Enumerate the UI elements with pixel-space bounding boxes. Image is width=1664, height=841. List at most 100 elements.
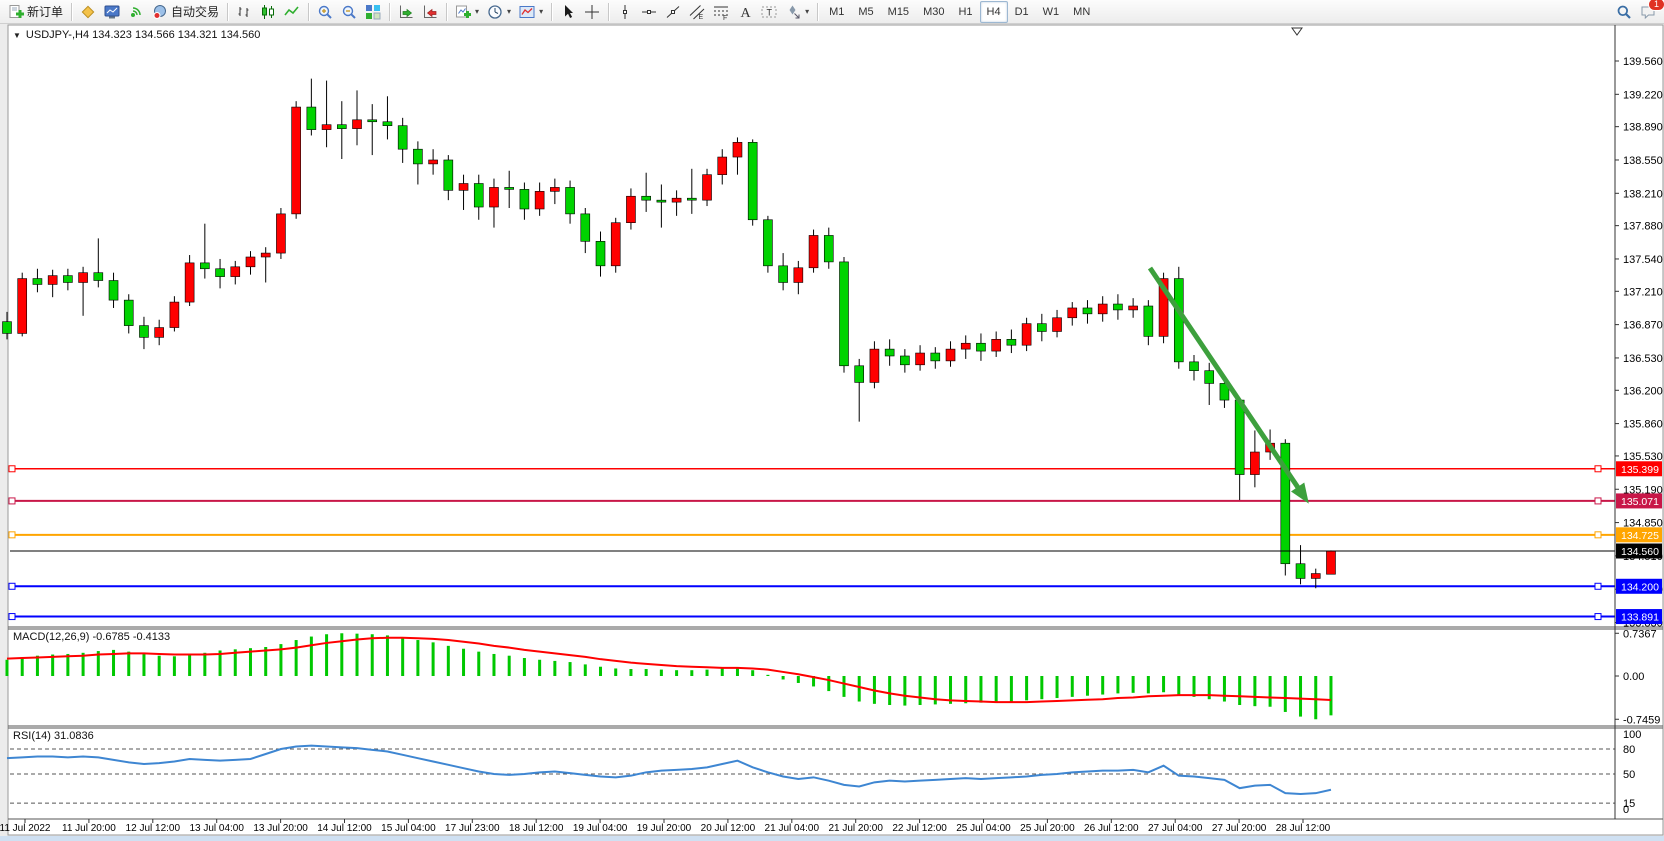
time-axis[interactable]: 11 Jul 2022 11 Jul 20:00 12 Jul 12:00 13 Ju… bbox=[0, 819, 1331, 834]
crosshair-button[interactable] bbox=[580, 1, 604, 23]
zoom-out-button[interactable] bbox=[337, 1, 361, 23]
cursor-icon bbox=[560, 4, 576, 20]
timeframe-mn-button[interactable]: MN bbox=[1073, 5, 1091, 18]
svg-text:11 Jul 2022: 11 Jul 2022 bbox=[0, 823, 51, 834]
notifications-button[interactable]: 1 bbox=[1636, 0, 1664, 23]
svg-text:21 Jul 04:00: 21 Jul 04:00 bbox=[765, 823, 820, 834]
gold-button[interactable] bbox=[76, 1, 100, 23]
price-badge: 135.071 bbox=[1616, 493, 1662, 509]
timeframe-w1-button[interactable]: W1 bbox=[1042, 5, 1060, 18]
autoscroll-icon bbox=[398, 4, 414, 20]
svg-text:18 Jul 12:00: 18 Jul 12:00 bbox=[509, 823, 564, 834]
horizontal-line-object[interactable] bbox=[8, 582, 1615, 590]
gold-icon bbox=[80, 4, 96, 20]
toolbar-separator bbox=[817, 2, 819, 21]
svg-text:26 Jul 12:00: 26 Jul 12:00 bbox=[1084, 823, 1139, 834]
toolbar-separator bbox=[308, 2, 310, 21]
candle-chart-type-button[interactable] bbox=[256, 1, 280, 23]
svg-text:E: E bbox=[699, 14, 704, 20]
svg-text:134.725: 134.725 bbox=[1621, 530, 1659, 542]
rsi-indicator-label: RSI(14) 31.0836 bbox=[13, 730, 94, 742]
chart-shift-marker-icon[interactable] bbox=[1291, 27, 1303, 36]
svg-text:134.560: 134.560 bbox=[1621, 546, 1659, 558]
channel-button[interactable]: E bbox=[685, 1, 709, 23]
svg-text:22 Jul 12:00: 22 Jul 12:00 bbox=[892, 823, 947, 834]
svg-text:13 Jul 20:00: 13 Jul 20:00 bbox=[253, 823, 308, 834]
chart-title: ▼ USDJPY-,H4 134.323 134.566 134.321 134.… bbox=[13, 29, 261, 41]
tile-icon bbox=[365, 4, 381, 20]
timeframe-m5-button[interactable]: M5 bbox=[858, 5, 874, 18]
svg-text:0.7367: 0.7367 bbox=[1623, 628, 1657, 640]
toolbar-separator bbox=[389, 2, 391, 21]
cursor-button[interactable] bbox=[556, 1, 580, 23]
svg-text:136.200: 136.200 bbox=[1623, 385, 1663, 397]
fibonacci-button[interactable]: F bbox=[709, 1, 733, 23]
timeframe-h4-button[interactable]: H4 bbox=[979, 0, 1008, 23]
search-button[interactable] bbox=[1612, 1, 1636, 23]
hline-icon bbox=[641, 4, 657, 20]
svg-text:19 Jul 04:00: 19 Jul 04:00 bbox=[573, 823, 628, 834]
svg-text:27 Jul 20:00: 27 Jul 20:00 bbox=[1212, 823, 1267, 834]
new-chart-button[interactable]: ▾ bbox=[451, 1, 483, 23]
svg-text:14 Jul 12:00: 14 Jul 12:00 bbox=[317, 823, 372, 834]
auto-scroll-button[interactable] bbox=[394, 1, 418, 23]
horizontal-line-button[interactable] bbox=[637, 1, 661, 23]
timeframe-m1-button[interactable]: M1 bbox=[829, 5, 845, 18]
horizontal-line-object[interactable] bbox=[8, 531, 1615, 539]
svg-text:136.870: 136.870 bbox=[1623, 320, 1663, 332]
svg-text:135.071: 135.071 bbox=[1621, 496, 1659, 508]
text-label-button[interactable]: T bbox=[757, 1, 781, 23]
svg-text:137.880: 137.880 bbox=[1623, 221, 1663, 233]
svg-text:15 Jul 04:00: 15 Jul 04:00 bbox=[381, 823, 436, 834]
svg-text:19 Jul 20:00: 19 Jul 20:00 bbox=[637, 823, 692, 834]
horizontal-line-object[interactable] bbox=[8, 613, 1615, 621]
bar-chart-type-button[interactable] bbox=[232, 1, 256, 23]
new-order-button[interactable]: 新订单 bbox=[4, 1, 67, 23]
macd-pane: 0.7367 0.00 -0.7459 bbox=[5, 628, 1660, 726]
svg-text:25 Jul 04:00: 25 Jul 04:00 bbox=[956, 823, 1011, 834]
svg-text:100: 100 bbox=[1623, 729, 1641, 741]
svg-text:139.560: 139.560 bbox=[1623, 56, 1663, 68]
autotrade-button[interactable]: 自动交易 bbox=[148, 1, 223, 23]
signal-icon bbox=[128, 4, 144, 20]
timeframe-d1-button[interactable]: D1 bbox=[1014, 5, 1029, 18]
search-icon bbox=[1616, 4, 1632, 20]
periods-button[interactable]: ▾ bbox=[483, 1, 515, 23]
svg-text:A: A bbox=[741, 6, 752, 20]
chart-canvas[interactable]: 139.560 139.220 138.890 138.550 138.210 137.8… bbox=[0, 24, 1664, 841]
crosshair-icon bbox=[584, 4, 600, 20]
horizontal-line-object[interactable] bbox=[8, 497, 1615, 505]
status-strip bbox=[0, 836, 1664, 841]
chart-shift-button[interactable] bbox=[418, 1, 442, 23]
svg-text:0.00: 0.00 bbox=[1623, 671, 1644, 683]
vertical-line-button[interactable] bbox=[613, 1, 637, 23]
toolbar-separator bbox=[71, 2, 73, 21]
svg-text:137.540: 137.540 bbox=[1623, 254, 1663, 266]
tile-windows-button[interactable] bbox=[361, 1, 385, 23]
toolbar-separator bbox=[551, 2, 553, 21]
timeframe-h1-button[interactable]: H1 bbox=[958, 5, 973, 18]
text-button[interactable]: A bbox=[733, 1, 757, 23]
trend-arrow-object[interactable] bbox=[1147, 266, 1309, 504]
zoom-in-button[interactable] bbox=[313, 1, 337, 23]
svg-text:80: 80 bbox=[1623, 744, 1635, 756]
templates-button[interactable]: ▾ bbox=[515, 1, 547, 23]
toolbar-separator bbox=[227, 2, 229, 21]
arrows-button[interactable]: ▾ bbox=[781, 1, 813, 23]
collapse-ohlc-icon[interactable]: ▼ bbox=[13, 31, 21, 40]
toolbar-separator bbox=[446, 2, 448, 21]
trendline-button[interactable] bbox=[661, 1, 685, 23]
svg-text:17 Jul 23:00: 17 Jul 23:00 bbox=[445, 823, 500, 834]
market-watch-button[interactable] bbox=[100, 1, 124, 23]
svg-text:13 Jul 04:00: 13 Jul 04:00 bbox=[189, 823, 244, 834]
timeframe-m15-button[interactable]: M15 bbox=[887, 5, 910, 18]
candles-icon bbox=[260, 4, 276, 20]
svg-text:12 Jul 12:00: 12 Jul 12:00 bbox=[126, 823, 181, 834]
signals-button[interactable] bbox=[124, 1, 148, 23]
text-icon: A bbox=[737, 4, 753, 20]
timeframe-m30-button[interactable]: M30 bbox=[923, 5, 945, 18]
toolbar: 新订单 自动交易 ▾ ▾ ▾ E F A T ▾ M1 M5 M15 M30 H1 H4 D1 W1 MN 1 bbox=[0, 0, 1664, 24]
line-chart-type-button[interactable] bbox=[280, 1, 304, 23]
horizontal-line-object[interactable] bbox=[8, 465, 1615, 473]
